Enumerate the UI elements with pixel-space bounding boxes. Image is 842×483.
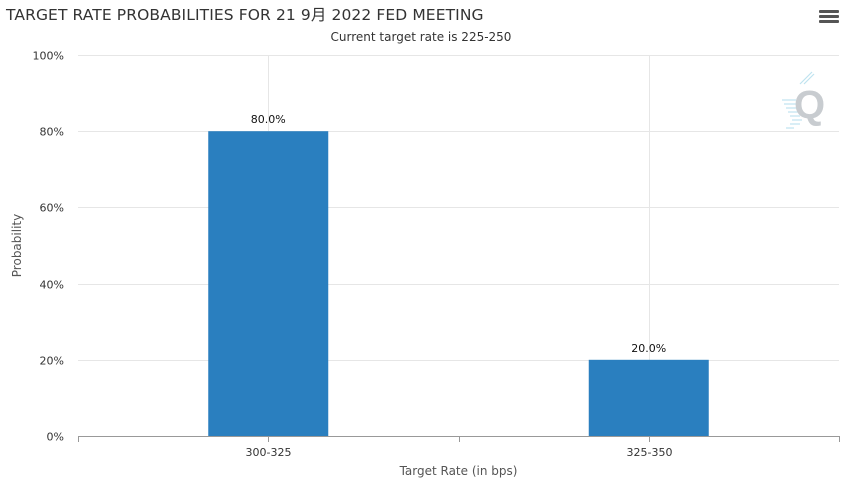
bar-300-325[interactable]	[208, 131, 329, 436]
x-axis-title: Target Rate (in bps)	[399, 464, 518, 478]
quikstrike-q-logo: Q	[782, 71, 825, 129]
y-tick-label: 0%	[47, 431, 64, 444]
data-labels: 80.0% 20.0%	[251, 113, 666, 355]
x-tick-label: 325-350	[627, 446, 673, 459]
svg-text:Q: Q	[794, 83, 825, 127]
y-tick-label: 100%	[33, 50, 64, 63]
axes: 0% 20% 40% 60% 80% 100% 300-325 325-350 Target R…	[10, 50, 840, 478]
bar-325-350[interactable]	[588, 359, 709, 436]
grid-lines	[78, 55, 839, 437]
y-tick-label: 20%	[40, 355, 64, 368]
data-label: 80.0%	[251, 113, 286, 126]
hamburger-menu-icon[interactable]	[819, 10, 839, 26]
y-axis-title: Probability	[10, 214, 24, 277]
chart-subtitle: Current target rate is 225-250	[330, 30, 512, 44]
y-tick-label: 40%	[40, 279, 64, 292]
data-label: 20.0%	[631, 342, 666, 355]
y-tick-label: 80%	[40, 126, 64, 139]
x-tick-label: 300-325	[246, 446, 292, 459]
y-tick-label: 60%	[40, 202, 64, 215]
bars	[208, 131, 709, 436]
chart-title: TARGET RATE PROBABILITIES FOR 21 9月 2022…	[6, 6, 484, 24]
